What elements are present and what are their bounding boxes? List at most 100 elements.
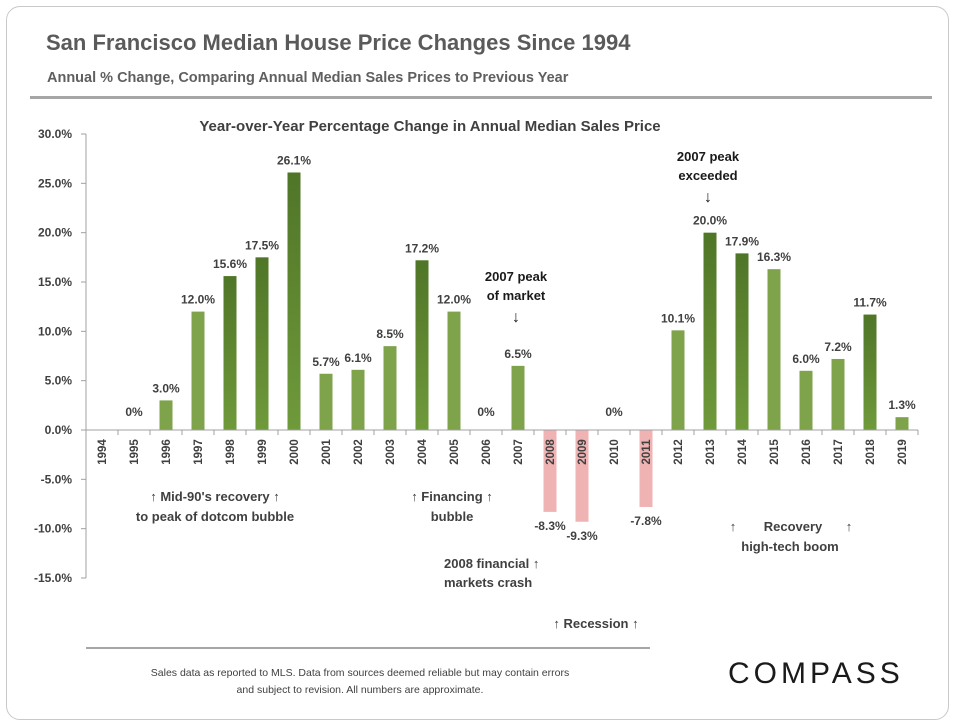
compass-logo: COMPASS [728, 657, 904, 690]
value-label-2006: 0% [477, 405, 495, 419]
annotation-recovery-line2: high-tech boom [741, 539, 839, 554]
value-label-2013: 20.0% [693, 214, 727, 228]
x-tick-label: 2008 [545, 439, 557, 465]
bar-2001 [319, 373, 333, 430]
value-label-2011: -7.8% [630, 514, 662, 528]
up-arrow-icon: ↑ [730, 519, 737, 534]
annotation-financing-line1: ↑ Financing ↑ [411, 489, 493, 504]
value-label-1998: 15.6% [213, 257, 247, 271]
bar-2019 [895, 417, 909, 430]
title-divider [30, 96, 932, 99]
y-tick-label: 15.0% [38, 275, 72, 289]
y-tick-label: 5.0% [45, 374, 73, 388]
y-tick-label: 20.0% [38, 226, 72, 240]
y-tick-label: 10.0% [38, 324, 72, 338]
bar-1997 [191, 311, 205, 430]
value-labels-group: 0% 3.0% 12.0% 15.6% 17.5% 26.1% 5.7% 6.1% 8.5% 17… [125, 153, 916, 542]
value-label-2015: 16.3% [757, 250, 791, 264]
x-tick-label: 1997 [193, 439, 205, 465]
value-label-1996: 3.0% [152, 381, 180, 395]
annotation-financing: ↑ Financing ↑ bubble [411, 489, 493, 524]
x-tick-label: 2003 [385, 439, 397, 465]
value-label-1997: 12.0% [181, 293, 215, 307]
x-tick-label: 1994 [97, 439, 109, 465]
x-tick-label: 1998 [225, 439, 237, 465]
bars-group [159, 172, 909, 522]
bar-2004 [415, 260, 429, 430]
bar-2013 [703, 232, 717, 430]
value-label-2000: 26.1% [277, 153, 311, 167]
x-tick-label: 2011 [641, 439, 653, 465]
value-label-2012: 10.1% [661, 311, 695, 325]
x-tick-label: 2013 [705, 439, 717, 465]
bar-2012 [671, 330, 685, 430]
annotation-mid90s-line1: ↑ Mid-90's recovery ↑ [150, 489, 280, 504]
x-tick-label: 2009 [577, 439, 589, 465]
bar-2015 [767, 269, 781, 430]
annotation-2008-crash-line1: 2008 financial ↑ [444, 556, 539, 571]
value-label-2008: -8.3% [534, 519, 566, 533]
annotation-2007-peak: 2007 peak of market ↓ [485, 269, 548, 326]
bar-2002 [351, 369, 365, 430]
annotation-peak-exceeded-line1: 2007 peak [677, 149, 740, 164]
x-tick-label: 2019 [897, 439, 909, 465]
footer-divider [86, 647, 650, 649]
value-label-2017: 7.2% [824, 340, 852, 354]
annotation-2008-crash: 2008 financial ↑ markets crash [444, 556, 539, 590]
up-arrow-icon: ↑ [846, 519, 853, 534]
y-tick-label: 0.0% [45, 423, 73, 437]
bar-2000 [287, 172, 301, 431]
annotation-peak-exceeded: 2007 peak exceeded ↓ [677, 149, 740, 206]
x-tick-label: 1996 [161, 439, 173, 465]
x-tick-label: 2010 [609, 439, 621, 465]
bar-2011 [639, 430, 653, 507]
annotation-2007-peak-line2: of market [487, 288, 546, 303]
bar-2003 [383, 346, 397, 430]
bar-2009 [575, 430, 589, 522]
bar-2008 [543, 430, 557, 512]
value-label-2001: 5.7% [312, 355, 340, 369]
down-arrow-icon: ↓ [512, 309, 520, 326]
bar-2018 [863, 314, 877, 430]
x-tick-label: 2000 [289, 439, 301, 465]
value-label-2007: 6.5% [504, 347, 532, 361]
x-tick-label: 1995 [129, 439, 141, 465]
x-tick-label: 2006 [481, 439, 493, 465]
bar-2007 [511, 365, 525, 430]
x-tick-label: 2016 [801, 439, 813, 465]
footnote-line1: Sales data as reported to MLS. Data from… [150, 667, 570, 679]
x-tick-label: 1999 [257, 439, 269, 465]
y-axis: 30.0% 25.0% 20.0% 15.0% 10.0% 5.0% 0.0% -5.0% -1… [34, 127, 87, 585]
chart-title: Year-over-Year Percentage Change in Annu… [199, 118, 660, 135]
footnote-line2: and subject to revision. All numbers are… [236, 684, 484, 696]
x-tick-label: 2012 [673, 439, 685, 465]
bar-2014 [735, 253, 749, 430]
x-tick-label: 2002 [353, 439, 365, 465]
page-subtitle: Annual % Change, Comparing Annual Median… [47, 70, 569, 86]
x-tick-label: 2005 [449, 439, 461, 465]
annotation-peak-exceeded-line2: exceeded [678, 168, 737, 183]
value-label-2016: 6.0% [792, 352, 820, 366]
x-axis: 1994 1995 1996 1997 1998 1999 2000 2001 2002 2003… [85, 429, 919, 465]
down-arrow-icon: ↓ [704, 189, 712, 206]
x-tick-label: 2004 [417, 439, 429, 465]
value-label-2010: 0% [605, 405, 623, 419]
bar-2005 [447, 311, 461, 430]
annotation-mid90s: ↑ Mid-90's recovery ↑ to peak of dotcom … [136, 489, 294, 524]
value-label-2018: 11.7% [853, 296, 887, 310]
value-label-2003: 8.5% [376, 327, 404, 341]
value-label-1995: 0% [125, 405, 143, 419]
annotation-recession: ↑ Recession ↑ [553, 616, 638, 631]
bar-2016 [799, 370, 813, 430]
footnote: Sales data as reported to MLS. Data from… [100, 665, 620, 699]
x-tick-label: 2017 [833, 439, 845, 465]
slide-frame [6, 6, 949, 720]
annotation-2008-crash-line2: markets crash [444, 575, 532, 590]
value-label-2009: -9.3% [566, 529, 598, 543]
value-label-2005: 12.0% [437, 293, 471, 307]
value-label-2002: 6.1% [344, 351, 372, 365]
value-label-2004: 17.2% [405, 241, 439, 255]
y-tick-label: 30.0% [38, 127, 72, 141]
bar-2017 [831, 358, 845, 430]
